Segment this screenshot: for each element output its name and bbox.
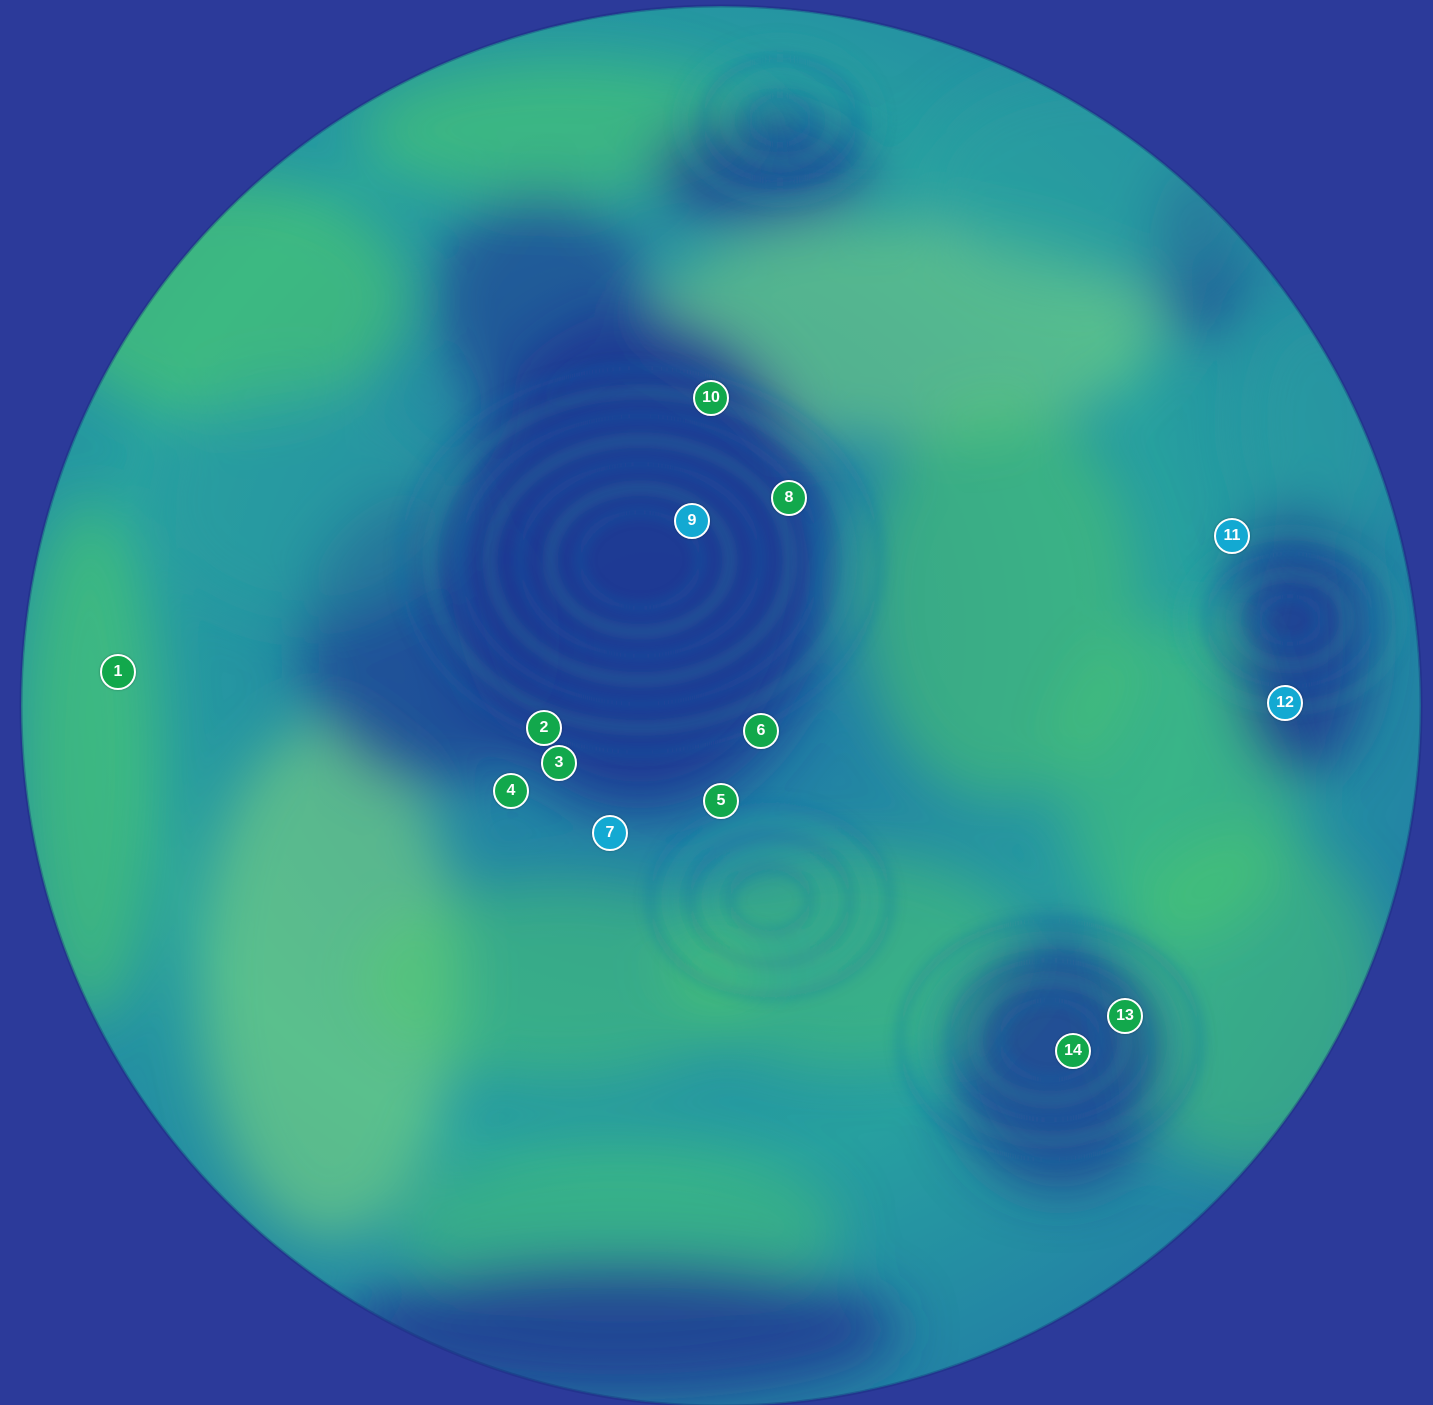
flow-swirl [686,832,854,968]
flow-swirl [746,92,814,148]
flow-swirl [921,936,1179,1144]
location-marker-3[interactable]: 3 [541,745,577,781]
flow-swirl [666,816,874,984]
flow-swirl [1229,570,1351,670]
location-marker-12[interactable]: 12 [1267,685,1303,721]
location-marker-7[interactable]: 7 [592,815,628,851]
flow-swirl [971,976,1129,1104]
flow-swirl [726,864,814,936]
location-marker-1[interactable]: 1 [100,654,136,690]
flow-swirl [646,800,894,1000]
location-marker-13[interactable]: 13 [1107,998,1143,1034]
flow-swirl [699,54,861,186]
flow-swirl [946,956,1154,1124]
flow-swirl [426,388,854,732]
location-marker-11[interactable]: 11 [1214,518,1250,554]
flow-region [340,1260,900,1400]
flow-swirl [546,484,734,636]
location-marker-10[interactable]: 10 [693,380,729,416]
location-marker-2[interactable]: 2 [526,710,562,746]
location-marker-8[interactable]: 8 [771,480,807,516]
flow-region [21,500,160,1020]
flow-region [200,720,460,1240]
flow-swirl [456,412,824,708]
flow-swirl [396,364,884,756]
flow-region [1240,300,1400,540]
flow-swirl [996,996,1104,1084]
location-marker-6[interactable]: 6 [743,713,779,749]
flow-swirl [896,916,1204,1164]
flow-swirl [576,508,704,612]
location-marker-5[interactable]: 5 [703,783,739,819]
flow-region [670,850,1030,1070]
flow-region [920,70,1280,290]
flow-region [860,400,1140,800]
globe-rim [19,4,1423,1405]
flow-swirl [676,36,884,204]
flow-region [150,380,450,620]
flow-swirl [486,436,794,684]
flow-swirl [722,73,838,167]
flow-swirl [706,848,834,952]
flow-region [430,190,650,410]
flow-swirl [516,460,764,660]
location-marker-9[interactable]: 9 [674,503,710,539]
location-marker-14[interactable]: 14 [1055,1033,1091,1069]
location-marker-4[interactable]: 4 [493,773,529,809]
flow-region [50,180,410,420]
flow-swirl [1256,592,1324,648]
